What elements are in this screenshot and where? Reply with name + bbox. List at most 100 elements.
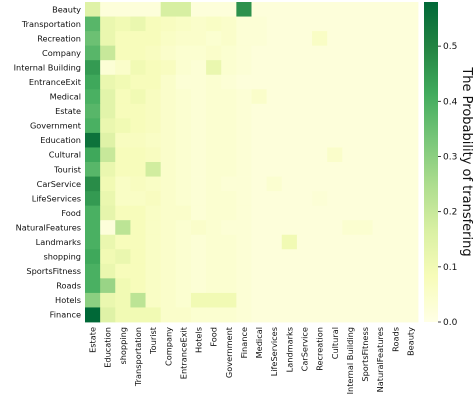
heatmap-cell [251, 45, 268, 61]
heatmap-cell [145, 292, 162, 308]
heatmap-cell [372, 263, 389, 279]
heatmap-cell [145, 176, 162, 192]
heatmap-cell [85, 74, 101, 90]
column-tick-label: Roads [390, 327, 400, 352]
heatmap-cell [251, 278, 268, 294]
heatmap-cell [372, 118, 389, 134]
heatmap-cell [85, 307, 101, 323]
heatmap-cell [327, 74, 343, 90]
heatmap-cell [402, 89, 419, 105]
heatmap-cell [387, 278, 404, 294]
heatmap-cell [296, 278, 313, 294]
heatmap-cell [342, 132, 358, 148]
heatmap-cell [357, 118, 373, 134]
heatmap-cell [266, 103, 283, 119]
heatmap-cell [251, 31, 268, 47]
heatmap-cell [115, 118, 131, 134]
heatmap-cell [251, 307, 268, 323]
heatmap-cell [251, 220, 268, 236]
heatmap-cell [327, 103, 343, 119]
heatmap-cell [266, 278, 283, 294]
heatmap-cell [236, 45, 252, 61]
heatmap-cell [312, 118, 328, 134]
heatmap-cell [115, 60, 131, 76]
heatmap-cell [206, 176, 222, 192]
heatmap-cell [236, 278, 252, 294]
heatmap-cell [85, 205, 101, 221]
heatmap-cell [387, 234, 404, 250]
heatmap-cell [281, 45, 298, 61]
heatmap-cell [206, 249, 222, 265]
heatmap-cell [236, 60, 252, 76]
heatmap-cell [372, 292, 389, 308]
heatmap-cell [402, 31, 419, 47]
row-tick-label: Tourist [53, 164, 82, 174]
column-tick-label: Government [224, 326, 234, 378]
heatmap-cell [327, 162, 343, 177]
heatmap-cell [190, 74, 207, 90]
heatmap-cell [312, 176, 328, 192]
heatmap-cell [372, 147, 389, 163]
heatmap-cell [160, 45, 177, 61]
heatmap-cell [221, 16, 237, 32]
heatmap-cell [115, 249, 131, 265]
heatmap-cell [206, 118, 222, 134]
heatmap-cell [402, 176, 419, 192]
row-tick-label: Recreation [37, 33, 81, 43]
heatmap-cell [251, 234, 268, 250]
heatmap-cell [281, 74, 298, 90]
row-tick-label: Estate [55, 106, 81, 116]
heatmap-cell [130, 103, 146, 119]
heatmap-cell [372, 234, 389, 250]
heatmap-cell [312, 147, 328, 163]
heatmap-cell [312, 307, 328, 323]
heatmap-cell [236, 191, 252, 207]
heatmap-cell [130, 278, 146, 294]
heatmap-cell [100, 292, 116, 308]
heatmap-cell [221, 89, 237, 105]
heatmap-cell [175, 31, 192, 47]
heatmap-cell [327, 263, 343, 279]
heatmap-cell [296, 220, 313, 236]
heatmap-cell [372, 220, 389, 236]
heatmap-cell [206, 234, 222, 250]
heatmap-cell [357, 89, 373, 105]
heatmap-cell [251, 103, 268, 119]
heatmap-cell [312, 249, 328, 265]
heatmap-cell [387, 60, 404, 76]
heatmap-cell [327, 118, 343, 134]
heatmap-cell [387, 191, 404, 207]
heatmap-cell [402, 263, 419, 279]
column-tick-label: EntranceExit [178, 326, 188, 379]
heatmap-cell [190, 45, 207, 61]
heatmap-cell [85, 176, 101, 192]
heatmap-cell [206, 60, 222, 76]
heatmap-cell [130, 307, 146, 323]
heatmap-cell [387, 89, 404, 105]
colorbar-gradient [424, 2, 438, 322]
heatmap-cell [312, 162, 328, 177]
heatmap-cell [190, 162, 207, 177]
heatmap-cell [281, 176, 298, 192]
heatmap-cell [327, 292, 343, 308]
heatmap-cell [160, 2, 177, 17]
heatmap-cell [115, 162, 131, 177]
heatmap-cell [372, 307, 389, 323]
heatmap-cell [221, 162, 237, 177]
heatmap-cell [160, 16, 177, 32]
heatmap-cell [312, 292, 328, 308]
heatmap-cell [160, 220, 177, 236]
heatmap-cell [327, 278, 343, 294]
heatmap-cell [372, 74, 389, 90]
heatmap-cell [342, 234, 358, 250]
heatmap-cell [342, 147, 358, 163]
heatmap-cell [130, 16, 146, 32]
heatmap-cell [221, 292, 237, 308]
heatmap-cell [327, 16, 343, 32]
heatmap-cell [130, 2, 146, 17]
heatmap-cell [402, 60, 419, 76]
colorbar-tick-label: 0.5 [443, 42, 457, 52]
heatmap-cell [206, 103, 222, 119]
heatmap-cell [160, 249, 177, 265]
